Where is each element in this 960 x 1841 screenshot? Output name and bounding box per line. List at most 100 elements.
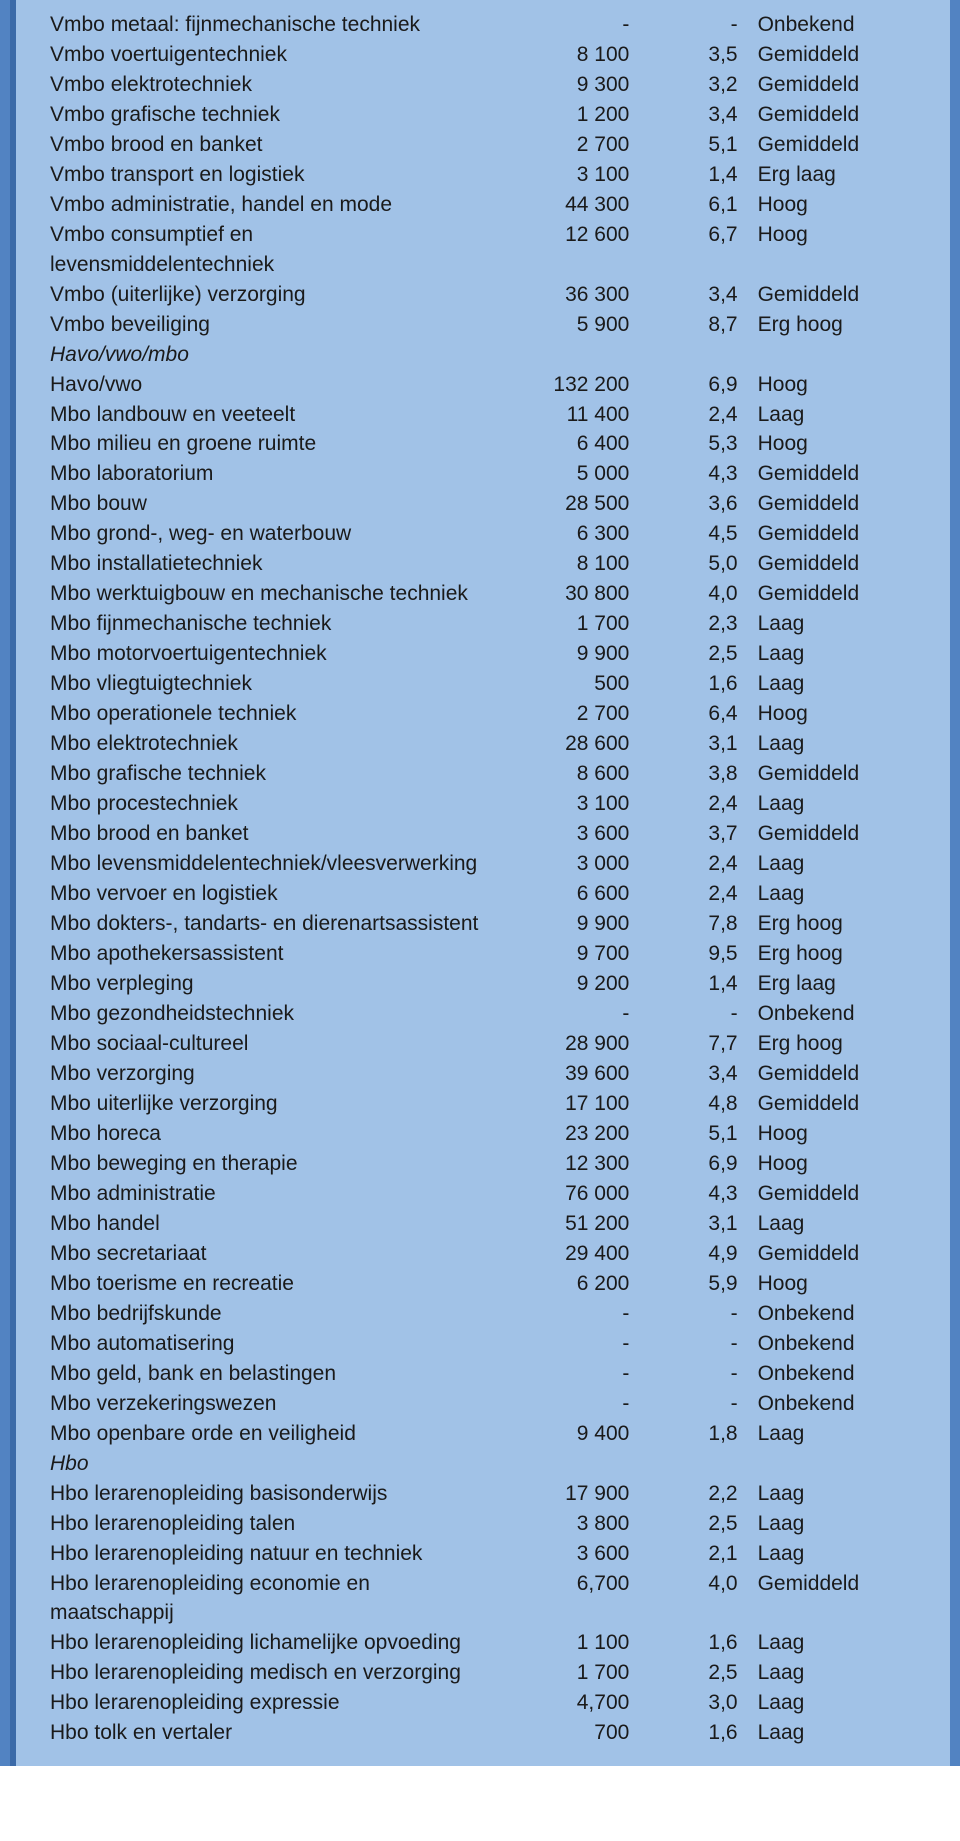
- row-count: 28 600: [486, 729, 635, 759]
- row-score: 2,5: [635, 639, 743, 669]
- table-row: Mbo bedrijfskunde--Onbekend: [44, 1299, 922, 1329]
- row-name: Havo/vwo: [44, 369, 486, 399]
- row-category: Laag: [744, 789, 922, 819]
- row-category: Hoog: [744, 369, 922, 399]
- row-count: 30 800: [486, 579, 635, 609]
- table-row: Mbo horeca23 2005,1Hoog: [44, 1119, 922, 1149]
- row-name: Mbo secretariaat: [44, 1239, 486, 1269]
- row-count: 6 600: [486, 879, 635, 909]
- table-row: Mbo werktuigbouw en mechanische techniek…: [44, 579, 922, 609]
- row-name: Mbo apothekersassistent: [44, 939, 486, 969]
- row-category: Laag: [744, 1628, 922, 1658]
- row-category: Gemiddeld: [744, 1179, 922, 1209]
- table-row: Vmbo beveiliging5 9008,7Erg hoog: [44, 309, 922, 339]
- row-count: -: [486, 999, 635, 1029]
- row-count: 9 900: [486, 639, 635, 669]
- row-category: Hoog: [744, 1149, 922, 1179]
- table-row: Hbo: [44, 1449, 922, 1479]
- row-score: 2,4: [635, 789, 743, 819]
- row-score: 1,6: [635, 669, 743, 699]
- row-name: Hbo lerarenopleiding medisch en verzorgi…: [44, 1658, 486, 1688]
- row-name: Vmbo consumptief en levensmiddelentechni…: [44, 220, 486, 279]
- row-category: Gemiddeld: [744, 1569, 922, 1628]
- row-name: Mbo milieu en groene ruimte: [44, 429, 486, 459]
- table-row: Mbo operationele techniek2 7006,4Hoog: [44, 699, 922, 729]
- row-count: 1 700: [486, 609, 635, 639]
- row-name: Mbo beweging en therapie: [44, 1149, 486, 1179]
- row-score: 4,8: [635, 1089, 743, 1119]
- row-score: -: [635, 1329, 743, 1359]
- row-category: Erg hoog: [744, 1029, 922, 1059]
- row-score: 6,9: [635, 369, 743, 399]
- row-score: 1,4: [635, 969, 743, 999]
- row-count: 5 000: [486, 459, 635, 489]
- row-score: 3,4: [635, 1059, 743, 1089]
- row-name: Mbo sociaal-cultureel: [44, 1029, 486, 1059]
- row-category: Laag: [744, 849, 922, 879]
- row-category: Gemiddeld: [744, 130, 922, 160]
- row-count: 6 200: [486, 1269, 635, 1299]
- row-name: Mbo bedrijfskunde: [44, 1299, 486, 1329]
- row-score: [635, 1449, 743, 1479]
- table-row: Hbo lerarenopleiding medisch en verzorgi…: [44, 1658, 922, 1688]
- row-category: Onbekend: [744, 999, 922, 1029]
- row-name: Hbo lerarenopleiding basisonderwijs: [44, 1479, 486, 1509]
- row-score: 5,0: [635, 549, 743, 579]
- table-row: Hbo tolk en vertaler7001,6Laag: [44, 1718, 922, 1748]
- row-count: 39 600: [486, 1059, 635, 1089]
- row-category: Hoog: [744, 1119, 922, 1149]
- row-count: -: [486, 1329, 635, 1359]
- table-row: Mbo bouw28 5003,6Gemiddeld: [44, 489, 922, 519]
- row-score: 2,4: [635, 399, 743, 429]
- row-category: Gemiddeld: [744, 459, 922, 489]
- row-category: Laag: [744, 669, 922, 699]
- row-count: -: [486, 10, 635, 40]
- table-row: Mbo fijnmechanische techniek1 7002,3Laag: [44, 609, 922, 639]
- row-count: 8 600: [486, 759, 635, 789]
- row-category: Laag: [744, 1479, 922, 1509]
- row-name: Mbo fijnmechanische techniek: [44, 609, 486, 639]
- row-category: [744, 1449, 922, 1479]
- row-score: 6,7: [635, 220, 743, 279]
- row-name: Vmbo (uiterlijke) verzorging: [44, 279, 486, 309]
- row-score: 8,7: [635, 309, 743, 339]
- row-name: Mbo elektrotechniek: [44, 729, 486, 759]
- table-row: Mbo uiterlijke verzorging17 1004,8Gemidd…: [44, 1089, 922, 1119]
- row-count: 9 300: [486, 70, 635, 100]
- row-category: Gemiddeld: [744, 70, 922, 100]
- row-name: Mbo grond-, weg- en waterbouw: [44, 519, 486, 549]
- row-name: Vmbo transport en logistiek: [44, 160, 486, 190]
- row-score: 4,0: [635, 1569, 743, 1628]
- row-name: Mbo landbouw en veeteelt: [44, 399, 486, 429]
- row-count: 132 200: [486, 369, 635, 399]
- row-name: Mbo vervoer en logistiek: [44, 879, 486, 909]
- row-name: Mbo toerisme en recreatie: [44, 1269, 486, 1299]
- table-row: Havo/vwo132 2006,9Hoog: [44, 369, 922, 399]
- row-category: Onbekend: [744, 1389, 922, 1419]
- row-category: Erg hoog: [744, 309, 922, 339]
- row-count: 23 200: [486, 1119, 635, 1149]
- row-count: -: [486, 1299, 635, 1329]
- row-category: Laag: [744, 609, 922, 639]
- row-score: 7,8: [635, 909, 743, 939]
- row-name: Mbo installatietechniek: [44, 549, 486, 579]
- row-category: Laag: [744, 729, 922, 759]
- row-count: 3 600: [486, 1539, 635, 1569]
- row-score: 2,5: [635, 1658, 743, 1688]
- row-count: 51 200: [486, 1209, 635, 1239]
- row-score: 3,4: [635, 279, 743, 309]
- row-category: Erg hoog: [744, 909, 922, 939]
- table-row: Mbo elektrotechniek28 6003,1Laag: [44, 729, 922, 759]
- row-name: Vmbo elektrotechniek: [44, 70, 486, 100]
- row-score: -: [635, 1389, 743, 1419]
- row-score: 2,1: [635, 1539, 743, 1569]
- row-score: 6,1: [635, 190, 743, 220]
- row-name: Mbo brood en banket: [44, 819, 486, 849]
- row-name: Hbo tolk en vertaler: [44, 1718, 486, 1748]
- row-count: 3 600: [486, 819, 635, 849]
- row-score: 5,3: [635, 429, 743, 459]
- row-count: 2 700: [486, 130, 635, 160]
- table-row: Mbo levensmiddelentechniek/vleesverwerki…: [44, 849, 922, 879]
- row-name: Mbo gezondheidstechniek: [44, 999, 486, 1029]
- table-row: Vmbo administratie, handel en mode44 300…: [44, 190, 922, 220]
